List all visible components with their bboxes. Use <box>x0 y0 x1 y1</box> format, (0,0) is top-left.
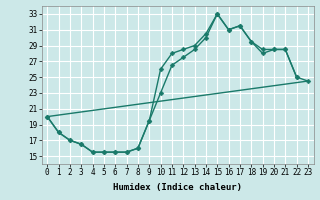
X-axis label: Humidex (Indice chaleur): Humidex (Indice chaleur) <box>113 183 242 192</box>
